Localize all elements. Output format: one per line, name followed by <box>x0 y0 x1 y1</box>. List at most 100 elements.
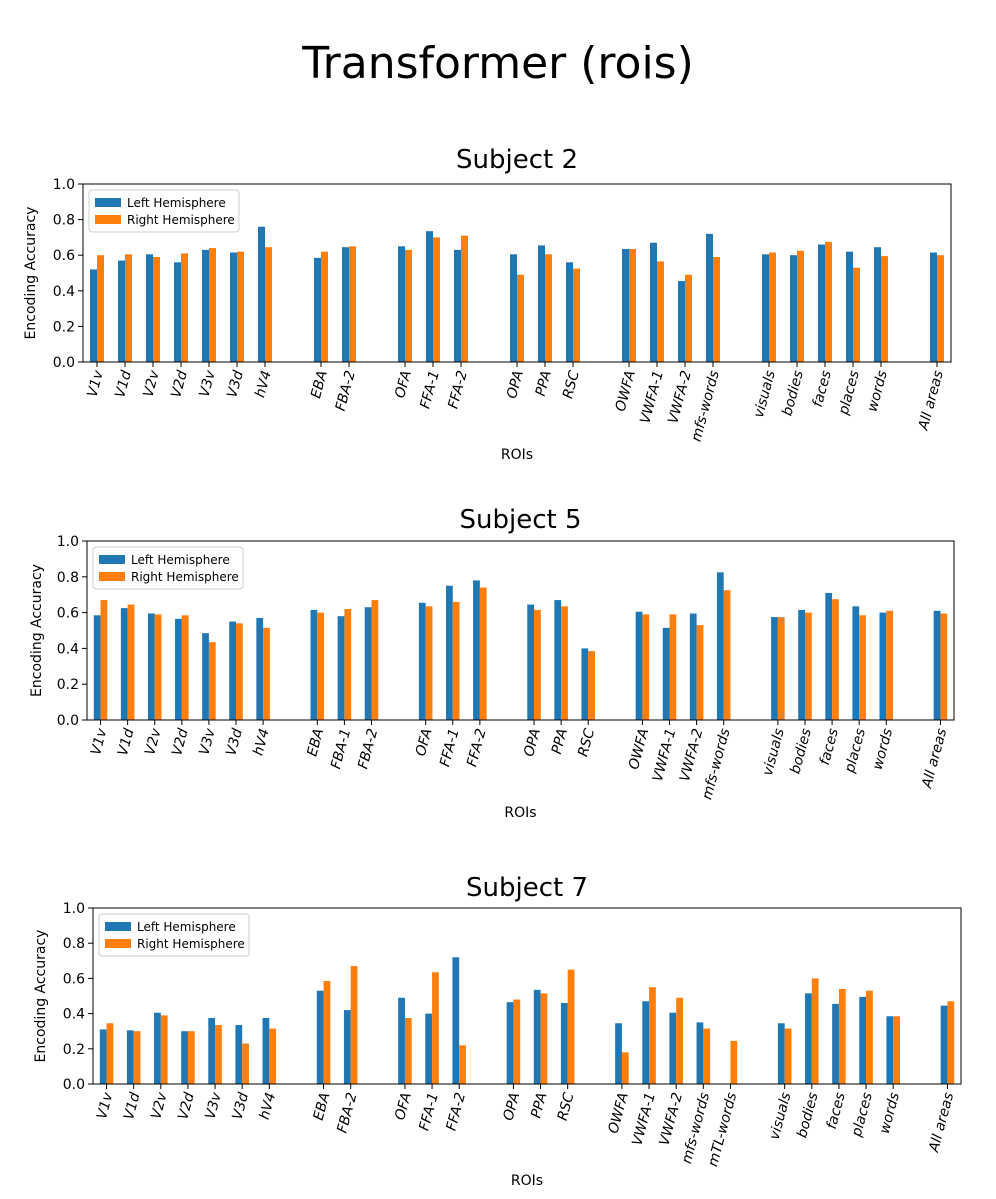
bar-right-mfs-words <box>713 256 720 362</box>
y-tick-label: 0.4 <box>63 1007 85 1023</box>
bar-right-vwfa-1 <box>669 614 677 720</box>
x-tick-label: bodies <box>794 1091 821 1140</box>
legend-swatch-left <box>99 555 125 564</box>
bar-right-places <box>859 615 866 720</box>
bar-left-eba <box>316 990 324 1084</box>
bar-right-visuals <box>769 252 776 362</box>
x-tick-label: PPA <box>533 369 555 398</box>
x-tick-label: FFA-1 <box>437 727 463 769</box>
bar-right-words <box>886 610 894 720</box>
bar-right-ofa <box>425 606 433 720</box>
x-tick-label: places <box>849 1091 876 1140</box>
bar-left-rsc <box>560 1003 568 1084</box>
bar-left-faces <box>825 592 833 720</box>
bar-left-ppa <box>533 989 541 1084</box>
x-tick-label: OWFA <box>613 369 639 413</box>
bar-left-ofa <box>398 246 405 362</box>
x-tick-label: V2v <box>140 368 163 399</box>
bar-left-v3d <box>230 252 237 362</box>
bar-left-mfs-words <box>696 1022 704 1084</box>
x-tick-label: OWFA <box>626 727 652 771</box>
bar-left-hv4 <box>258 226 265 362</box>
bar-left-ffa-1 <box>445 585 453 720</box>
bar-right-v3v <box>209 248 216 362</box>
x-tick-label: words <box>877 1091 903 1136</box>
bar-left-v2v <box>154 1012 161 1084</box>
bar-left-owfa <box>622 248 629 362</box>
legend-label: Right Hemisphere <box>131 570 239 584</box>
x-tick-label: hV4 <box>252 369 275 400</box>
bar-left-rsc <box>566 262 573 362</box>
bar-right-opa <box>534 609 541 720</box>
bar-left-v2d <box>175 618 182 720</box>
bar-left-vwfa-1 <box>642 1001 650 1084</box>
bar-right-hv4 <box>263 627 270 720</box>
bar-left-places <box>852 606 860 720</box>
x-tick-label: OPA <box>521 727 544 759</box>
bar-left-v1d <box>120 608 128 720</box>
bar-left-all-areas <box>933 610 941 720</box>
x-tick-label: mfs-words <box>689 369 723 444</box>
bar-right-eba <box>317 612 325 720</box>
bar-left-v1v <box>99 1029 107 1084</box>
legend-box <box>88 189 240 233</box>
x-tick-label: All areas <box>915 369 946 433</box>
legend-swatch-left <box>105 922 131 931</box>
bar-right-places <box>853 267 860 362</box>
bar-right-vwfa-2 <box>676 997 683 1084</box>
bar-left-places <box>859 996 867 1084</box>
bar-left-fba-2 <box>364 607 372 720</box>
bar-right-v2v <box>160 1015 168 1084</box>
bar-right-v3d <box>237 251 244 362</box>
y-tick-label: 1.0 <box>63 901 85 917</box>
x-axis-label: ROIs <box>504 805 536 821</box>
bar-left-hv4 <box>256 617 264 720</box>
axes-frame <box>86 540 955 721</box>
x-axis-label: ROIs <box>511 1173 543 1189</box>
bar-left-opa <box>527 604 535 720</box>
bar-right-fba-1 <box>344 609 352 720</box>
bar-left-opa <box>506 1002 514 1084</box>
x-tick-label: RSC <box>575 727 598 759</box>
y-tick-label: 0.8 <box>53 213 75 229</box>
bar-left-v1d <box>126 1030 134 1084</box>
bar-right-faces <box>832 599 839 720</box>
x-tick-label: VWFA-2 <box>677 727 707 784</box>
legend-label: Right Hemisphere <box>137 937 245 951</box>
bar-right-words <box>893 1016 900 1084</box>
bar-right-ffa-2 <box>479 587 487 720</box>
bar-right-visuals <box>784 1028 792 1084</box>
bar-right-v3d <box>236 623 243 720</box>
bar-left-v2v <box>147 613 155 720</box>
x-tick-label: VWFA-1 <box>637 369 666 425</box>
figure-title: Transformer (rois) <box>302 38 694 89</box>
bar-left-ffa-2 <box>473 580 480 720</box>
bar-right-v1v <box>100 600 108 720</box>
bar-left-words <box>874 247 881 362</box>
x-tick-label: EBA <box>304 727 327 758</box>
bar-right-all-areas <box>947 1001 955 1084</box>
x-tick-label: V3d <box>223 727 246 758</box>
bar-left-opa <box>510 254 517 362</box>
bar-left-v2d <box>181 1031 188 1084</box>
x-tick-label: V1d <box>112 369 135 400</box>
bar-left-faces <box>818 244 825 362</box>
bar-left-v3v <box>202 249 209 362</box>
bar-right-ffa-1 <box>433 237 440 362</box>
x-tick-label: All areas <box>919 727 950 791</box>
legend-box <box>92 546 244 590</box>
x-tick-label: places <box>836 369 863 418</box>
x-tick-label: visuals <box>751 369 779 420</box>
x-tick-label: FBA-2 <box>355 727 381 771</box>
x-tick-label: words <box>870 727 896 772</box>
legend-label: Right Hemisphere <box>127 213 235 227</box>
x-tick-label: RSC <box>560 369 583 401</box>
x-tick-label: V2v <box>142 726 165 757</box>
bar-right-ppa <box>545 254 552 362</box>
x-tick-label: faces <box>817 727 842 767</box>
bar-left-ofa <box>418 602 426 720</box>
bar-left-fba-2 <box>342 247 349 362</box>
bar-right-v1v <box>106 1023 114 1084</box>
x-tick-label: V3v <box>196 726 219 757</box>
legend-swatch-left <box>95 198 121 207</box>
